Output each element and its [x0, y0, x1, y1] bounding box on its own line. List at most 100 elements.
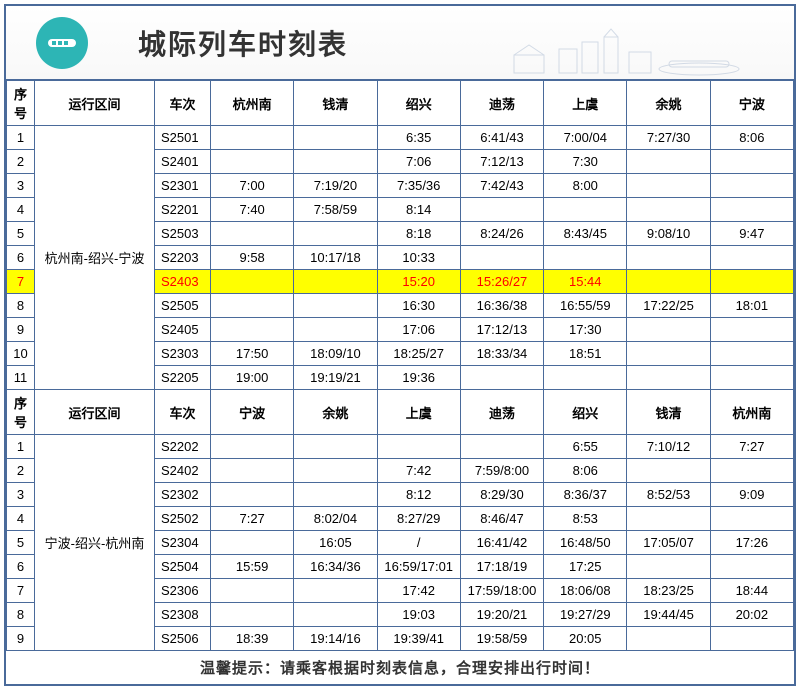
train-no: S2505	[155, 294, 211, 318]
time-cell: 16:59/17:01	[377, 555, 460, 579]
col-station: 钱清	[627, 390, 710, 435]
time-cell	[377, 435, 460, 459]
time-cell	[544, 366, 627, 390]
time-cell: 6:41/43	[460, 126, 543, 150]
time-cell: 17:06	[377, 318, 460, 342]
time-cell	[211, 150, 294, 174]
time-cell: 7:27	[211, 507, 294, 531]
time-cell: 8:06	[544, 459, 627, 483]
page-title: 城际列车时刻表	[138, 23, 348, 63]
train-no: S2304	[155, 531, 211, 555]
row-index: 8	[7, 603, 35, 627]
col-station: 迪荡	[460, 390, 543, 435]
train-no: S2308	[155, 603, 211, 627]
time-cell: 8:02/04	[294, 507, 377, 531]
table-row: 1宁波-绍兴-杭州南S2202 6:55 7:10/12 7:27	[7, 435, 794, 459]
time-cell: 9:09	[710, 483, 793, 507]
time-cell: 8:06	[710, 126, 793, 150]
time-cell: 19:44/45	[627, 603, 710, 627]
time-cell: 7:00/04	[544, 126, 627, 150]
time-cell: 6:55	[544, 435, 627, 459]
train-no: S2302	[155, 483, 211, 507]
time-cell: 7:19/20	[294, 174, 377, 198]
time-cell: 9:58	[211, 246, 294, 270]
time-cell	[544, 198, 627, 222]
col-index: 序号	[7, 81, 35, 126]
time-cell: 17:59/18:00	[460, 579, 543, 603]
time-cell: 18:06/08	[544, 579, 627, 603]
row-index: 7	[7, 270, 35, 294]
row-index: 10	[7, 342, 35, 366]
time-cell	[627, 174, 710, 198]
time-cell: 16:36/38	[460, 294, 543, 318]
time-cell	[710, 174, 793, 198]
col-station: 杭州南	[211, 81, 294, 126]
time-cell	[710, 270, 793, 294]
time-cell	[294, 483, 377, 507]
time-cell	[710, 555, 793, 579]
time-cell: 19:20/21	[460, 603, 543, 627]
time-cell: 18:23/25	[627, 579, 710, 603]
col-route: 运行区间	[35, 81, 155, 126]
time-cell: 15:20	[377, 270, 460, 294]
time-cell	[710, 246, 793, 270]
time-cell	[627, 366, 710, 390]
time-cell	[294, 150, 377, 174]
train-no: S2205	[155, 366, 211, 390]
time-cell: 8:14	[377, 198, 460, 222]
time-cell: 17:05/07	[627, 531, 710, 555]
time-cell	[294, 579, 377, 603]
train-no: S2503	[155, 222, 211, 246]
train-no: S2502	[155, 507, 211, 531]
time-cell: 7:06	[377, 150, 460, 174]
time-cell: 7:12/13	[460, 150, 543, 174]
row-index: 2	[7, 150, 35, 174]
time-cell: 17:22/25	[627, 294, 710, 318]
time-cell	[294, 294, 377, 318]
time-cell: 18:51	[544, 342, 627, 366]
col-station: 迪荡	[460, 81, 543, 126]
time-cell	[460, 435, 543, 459]
time-cell: 7:00	[211, 174, 294, 198]
time-cell	[211, 318, 294, 342]
time-cell: 18:33/34	[460, 342, 543, 366]
time-cell	[211, 603, 294, 627]
row-index: 5	[7, 531, 35, 555]
time-cell: 7:27/30	[627, 126, 710, 150]
time-cell	[710, 318, 793, 342]
time-cell: 9:47	[710, 222, 793, 246]
time-cell	[710, 150, 793, 174]
time-cell: 16:34/36	[294, 555, 377, 579]
time-cell: 7:40	[211, 198, 294, 222]
row-index: 8	[7, 294, 35, 318]
time-cell	[627, 507, 710, 531]
logo-badge	[36, 17, 88, 69]
train-no: S2401	[155, 150, 211, 174]
time-cell: 17:18/19	[460, 555, 543, 579]
time-cell	[294, 222, 377, 246]
train-no: S2303	[155, 342, 211, 366]
time-cell	[544, 246, 627, 270]
time-cell: 8:18	[377, 222, 460, 246]
time-cell: 8:24/26	[460, 222, 543, 246]
col-station: 上虞	[544, 81, 627, 126]
time-cell	[294, 459, 377, 483]
time-cell	[627, 555, 710, 579]
time-cell	[211, 222, 294, 246]
time-cell	[460, 366, 543, 390]
row-index: 9	[7, 318, 35, 342]
time-cell: 19:27/29	[544, 603, 627, 627]
time-cell: 17:25	[544, 555, 627, 579]
time-cell	[211, 270, 294, 294]
time-cell	[710, 198, 793, 222]
time-cell: 16:55/59	[544, 294, 627, 318]
time-cell	[627, 198, 710, 222]
time-cell	[710, 459, 793, 483]
train-no: S2501	[155, 126, 211, 150]
time-cell: 17:30	[544, 318, 627, 342]
col-station: 余姚	[627, 81, 710, 126]
time-cell	[294, 603, 377, 627]
time-cell: 7:42	[377, 459, 460, 483]
time-cell	[627, 459, 710, 483]
footer-note: 温馨提示：请乘客根据时刻表信息，合理安排出行时间！	[6, 651, 794, 684]
